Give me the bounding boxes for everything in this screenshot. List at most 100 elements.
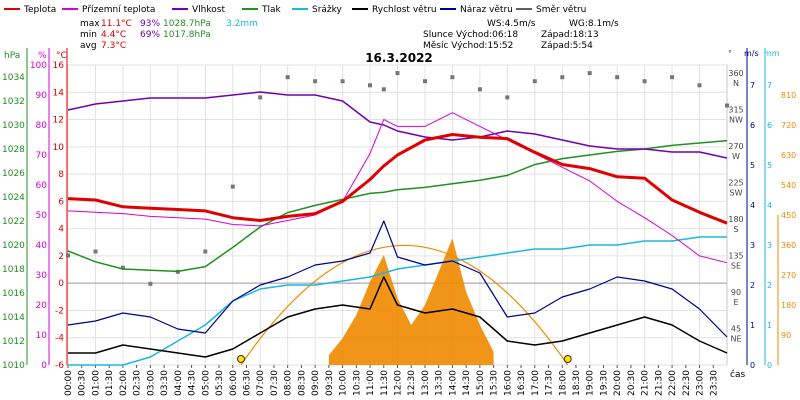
- x-tick-label: 07:30: [270, 370, 280, 396]
- pressure-tick-label: 1018: [2, 265, 25, 275]
- wind-tick-label: 3: [750, 241, 755, 250]
- pressure-tick-label: 1014: [2, 313, 25, 323]
- wind-direction-point: [368, 83, 372, 88]
- info-ws: WS:4.5m/s: [487, 19, 536, 29]
- y-axes: 1614121086420-2-4-6103410321030102810261…: [2, 48, 796, 371]
- direction-tick-label: S: [733, 225, 738, 234]
- stat-max-label: max: [80, 19, 100, 29]
- x-tick-label: 00:00: [64, 370, 74, 396]
- legend-label: Vlhkost: [192, 5, 225, 15]
- wind-direction-point: [560, 75, 565, 80]
- direction-tick-label: 180: [728, 215, 743, 224]
- x-tick-label: 11:30: [380, 370, 390, 396]
- info-block: WS:4.5m/s WG:8.1m/s Slunce Východ:06:18 …: [423, 19, 619, 51]
- stat-avg-temp: 7.3°C: [101, 41, 126, 51]
- x-tick-label: 01:30: [105, 370, 115, 396]
- x-tick-label: 01:00: [91, 370, 101, 396]
- solar-tick-label: 360: [781, 241, 796, 250]
- legend-label: Tlak: [261, 5, 282, 15]
- wind-direction-point: [230, 184, 235, 189]
- legend-label: Náraz větru: [460, 5, 513, 15]
- solar-tick-label: 540: [781, 181, 796, 190]
- temp-unit: °C: [56, 51, 67, 61]
- x-axis-ticks: 00:00 00:30 01:00 01:30 02:00 02:30 03:00 03:30…: [64, 365, 745, 396]
- stat-min-press: 1017.8hPa: [163, 30, 211, 40]
- direction-tick-label: 360: [728, 69, 743, 78]
- x-axis-label: čas: [730, 369, 745, 380]
- direction-tick-label: 270: [728, 142, 743, 151]
- grid: [67, 64, 728, 366]
- rain-series-line: [68, 236, 727, 366]
- x-tick-label: 12:00: [394, 370, 404, 396]
- temp-tick-label: 0: [58, 279, 64, 289]
- wind-direction-point: [313, 79, 318, 84]
- wind-direction-point: [285, 75, 290, 80]
- wind-direction-point: [697, 83, 702, 88]
- pressure-tick-label: 1012: [2, 337, 25, 347]
- x-tick-label: 03:30: [160, 370, 170, 396]
- wind-direction-point: [120, 265, 125, 270]
- x-tick-label: 05:30: [215, 370, 225, 396]
- solar-tick-label: 630: [781, 151, 796, 160]
- x-tick-label: 19:00: [586, 370, 596, 396]
- wind-tick-label: 0: [750, 361, 755, 370]
- x-tick-label: 16:00: [503, 370, 513, 396]
- direction-tick-label: SW: [730, 189, 743, 198]
- wind-direction-point: [340, 79, 345, 84]
- temp-tick-label: 12: [53, 116, 64, 126]
- ground-temp-series-line: [67, 112, 728, 264]
- solar-tick-label: 180: [781, 301, 796, 310]
- solar-radiation-area: [328, 238, 494, 365]
- x-tick-label: 06:00: [229, 370, 239, 396]
- humidity-tick-label: 0: [41, 361, 47, 371]
- humidity-tick-label: 60: [36, 181, 48, 191]
- legend-label: Srážky: [312, 5, 343, 15]
- wind-direction-point: [505, 95, 510, 100]
- humidity-unit: %: [38, 51, 47, 61]
- wind-direction-point: [725, 103, 729, 108]
- wind-direction-point: [148, 281, 153, 286]
- x-tick-label: 09:30: [325, 370, 335, 396]
- temp-tick-label: 8: [58, 170, 64, 180]
- rain-tick-label: 3: [767, 241, 772, 250]
- temp-tick-label: 2: [58, 252, 64, 262]
- direction-tick-label: W: [732, 152, 740, 161]
- x-tick-label: 15:30: [490, 370, 500, 396]
- stat-min-label: min: [80, 30, 97, 40]
- solar-tick-label: 450: [781, 211, 796, 220]
- direction-tick-label: 135: [728, 252, 743, 261]
- wind-direction-point: [93, 249, 98, 254]
- x-tick-label: 15:00: [476, 370, 486, 396]
- pressure-tick-label: 1022: [2, 217, 25, 227]
- stat-max-temp: 11.1°C: [101, 19, 132, 29]
- rain-unit: mm: [764, 49, 780, 58]
- legend-label: Směr větru: [536, 5, 586, 15]
- rain-tick-label: 2: [767, 281, 772, 290]
- wind-tick-label: 6: [750, 121, 755, 130]
- temp-tick-label: 10: [53, 143, 65, 153]
- x-tick-label: 17:00: [531, 370, 541, 396]
- wind-direction-point: [477, 87, 482, 92]
- x-tick-label: 18:30: [572, 370, 582, 396]
- solar-tick-label: 720: [781, 121, 796, 130]
- x-tick-label: 13:30: [435, 370, 445, 396]
- x-tick-label: 23:00: [696, 370, 706, 396]
- wind-speed-series-line: [68, 276, 728, 358]
- info-sun-rise: Slunce Východ:06:18: [423, 30, 518, 40]
- humidity-tick-label: 100: [30, 61, 47, 71]
- info-sun-set: Západ:18:13: [541, 30, 599, 40]
- x-tick-label: 16:30: [517, 370, 527, 396]
- x-tick-label: 17:30: [545, 370, 555, 396]
- direction-tick-label: NE: [730, 335, 741, 344]
- plot-area: [66, 71, 729, 366]
- x-tick-label: 11:00: [366, 370, 376, 396]
- solar-tick-label: 90: [781, 331, 791, 340]
- humidity-tick-label: 20: [36, 301, 48, 311]
- humidity-tick-label: 70: [36, 151, 48, 161]
- stats-block: max 11.1°C 93% 1028.7hPa 3.2mm min 4.4°C…: [80, 19, 258, 51]
- solar-tick-label: 270: [781, 271, 796, 280]
- rain-tick-label: 4: [767, 201, 772, 210]
- wind-tick-label: 1: [750, 321, 755, 330]
- pressure-tick-label: 1026: [2, 169, 25, 179]
